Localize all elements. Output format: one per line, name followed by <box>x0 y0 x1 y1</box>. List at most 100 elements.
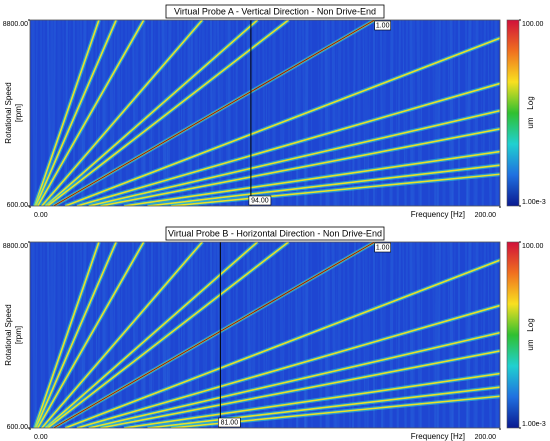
y-axis-label: Rotational Speed <box>4 82 13 143</box>
order-line <box>88 109 500 206</box>
order-line <box>47 20 289 206</box>
noise-streak <box>194 242 199 428</box>
order-line <box>170 173 500 206</box>
colorbar-tick-label: 1.00e-3 <box>522 421 546 428</box>
order-line <box>123 372 500 428</box>
order-line <box>147 386 500 428</box>
noise-streak <box>95 242 98 428</box>
order-line <box>64 37 500 206</box>
order-line <box>37 242 145 428</box>
noise-streak <box>364 20 369 206</box>
order-line <box>41 20 203 206</box>
noise-streak <box>296 242 302 428</box>
noise-streak <box>112 242 116 428</box>
noise-streak <box>362 20 366 206</box>
noise-streak <box>367 242 371 428</box>
noise-streak <box>279 242 284 428</box>
noise-streak <box>449 20 454 206</box>
order-line <box>76 82 500 206</box>
noise-streak <box>375 242 378 428</box>
noise-streak <box>190 242 193 428</box>
order-marker-box <box>374 242 391 253</box>
noise-streak <box>331 20 337 206</box>
noise-streak <box>31 20 37 206</box>
noise-streak <box>416 242 422 428</box>
noise-streak <box>132 242 136 428</box>
noise-streak <box>364 242 369 428</box>
noise-streak <box>40 242 43 428</box>
order-line <box>123 150 500 206</box>
noise-streak <box>95 20 98 206</box>
noise-streak <box>434 242 439 428</box>
noise-streak <box>295 242 298 428</box>
noise-streak <box>201 20 207 206</box>
noise-streak <box>409 20 414 206</box>
noise-streak <box>416 20 422 206</box>
y-tick-label: 600.00 <box>7 202 29 209</box>
noise-streak <box>40 20 43 206</box>
y-tick-label: 8800.00 <box>3 21 28 28</box>
noise-streak <box>205 242 208 428</box>
noise-streak <box>232 242 236 428</box>
noise-streak <box>190 20 193 206</box>
cursor-label-box <box>218 417 241 428</box>
noise-streak <box>35 20 38 206</box>
noise-streak <box>331 242 337 428</box>
noise-streak <box>219 242 224 428</box>
noise-streak <box>380 20 383 206</box>
x-tick-label: 200.00 <box>475 434 497 441</box>
y-axis-label: Rotational Speed <box>4 304 13 365</box>
noise-streak <box>35 242 38 428</box>
order-line-core <box>53 20 375 206</box>
noise-streak <box>161 242 167 428</box>
colorbar-label: Log <box>526 96 535 109</box>
noise-streak <box>97 20 101 206</box>
order-line <box>44 242 259 428</box>
panel-title: Virtual Probe B - Horizontal Direction -… <box>168 228 382 238</box>
noise-streak <box>290 20 293 206</box>
noise-streak <box>161 20 167 206</box>
noise-streak <box>452 242 456 428</box>
plot-frame <box>29 19 501 207</box>
noise-streak <box>381 20 387 206</box>
colorbar <box>506 19 520 207</box>
order-line <box>76 304 500 428</box>
order-line <box>37 20 145 206</box>
noise-streak <box>447 242 451 428</box>
x-axis-label: Frequency [Hz] <box>411 210 465 219</box>
noise-streak <box>235 20 238 206</box>
order-line <box>88 331 500 428</box>
noise-streak <box>405 242 408 428</box>
order-line <box>47 242 289 428</box>
noise-streak <box>132 20 136 206</box>
noise-streak <box>367 20 371 206</box>
noise-streak <box>112 20 116 206</box>
plot-area <box>30 242 500 428</box>
title-box <box>165 226 385 241</box>
order-line <box>33 242 100 428</box>
x-tick-label: 200.00 <box>475 212 497 219</box>
noise-streak <box>134 242 139 428</box>
noise-streak <box>31 242 37 428</box>
plot-frame <box>29 241 501 429</box>
colorbar-unit: um <box>526 339 535 350</box>
colorbar-unit: um <box>526 117 535 128</box>
noise-streak <box>352 242 356 428</box>
noise-streak <box>205 20 208 206</box>
colorbar-tick-label: 100.00 <box>522 21 544 28</box>
noise-streak <box>282 242 286 428</box>
noise-streak <box>409 242 414 428</box>
order-line <box>41 242 203 428</box>
noise-streak <box>197 242 201 428</box>
y-axis-unit: [rpm] <box>14 104 23 122</box>
noise-streak <box>375 20 378 206</box>
cursor-label-box <box>248 195 272 206</box>
noise-streak <box>235 242 238 428</box>
noise-streak <box>116 242 122 428</box>
noise-streak <box>109 20 114 206</box>
noise-streak <box>197 20 201 206</box>
order-marker-box <box>374 20 391 31</box>
noise-streak <box>194 20 199 206</box>
